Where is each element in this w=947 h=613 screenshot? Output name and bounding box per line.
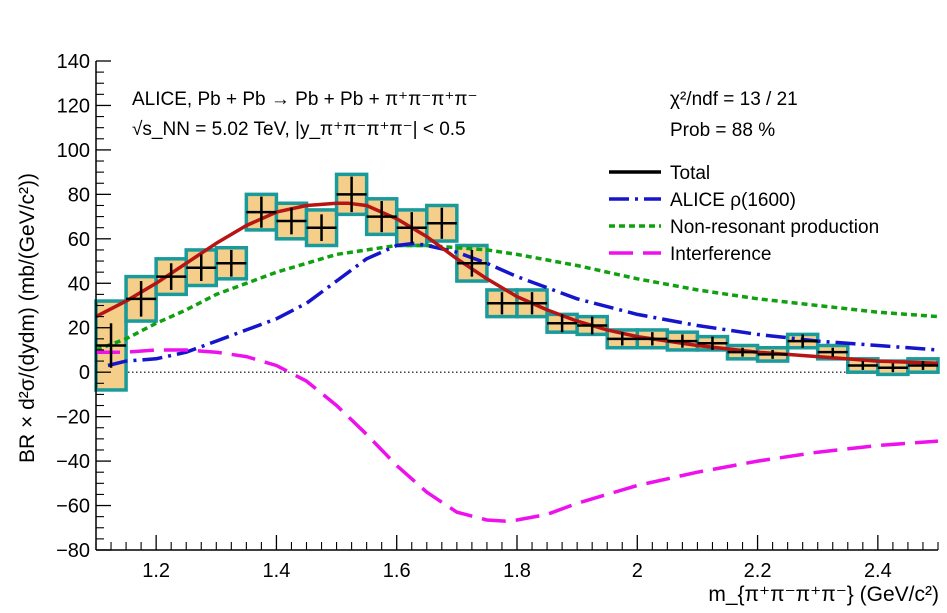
y-tick-label: 0 [79,362,90,384]
y-tick-label: 100 [57,140,90,162]
data-points [96,176,938,373]
x-tick-label: 1.2 [142,560,170,582]
prob-label: Prob = 88 % [670,120,775,141]
axes: −80 −60 −40 −20 0 20 40 60 80 100 120 140 1.2 1.4 1.6 1… [56,51,939,582]
legend-label-nonresonant: Non-resonant production [670,217,879,238]
y-tick-label: 140 [57,51,90,73]
x-axis-label: m_{π⁺π⁻π⁺π⁻} (GeV/c²) [708,583,939,606]
model-curves [95,201,939,523]
energy-rapidity-label: √s_NN = 5.02 TeV, |y_π⁺π⁻π⁺π⁻| < 0.5 [132,119,466,140]
interference-curve [96,348,939,523]
x-tick-label: 1.4 [263,560,291,582]
y-tick-label: −40 [56,451,90,473]
y-tick-label: −80 [56,540,90,562]
y-tick-label: −20 [56,407,90,429]
x-tick-label: 1.8 [503,560,531,582]
y-tick-label: 60 [68,229,90,251]
x-tick-label: 2 [632,560,643,582]
experiment-label: ALICE, Pb + Pb → Pb + Pb + π⁺π⁻π⁺π⁻ [132,89,478,110]
legend-label-rho1600: ALICE ρ(1600) [670,190,796,211]
x-tick-label: 1.6 [383,560,411,582]
legend: Total ALICE ρ(1600) Non-resonant product… [609,163,879,265]
total-curve [95,201,939,366]
legend-label-total: Total [670,163,710,184]
chi2-label: χ²/ndf = 13 / 21 [670,89,798,110]
y-tick-label: 80 [68,184,90,206]
y-tick-label: 120 [57,95,90,117]
y-axis-label: BR × d²σ/(dydm) (mb/(GeV/c²)) [16,173,39,463]
y-tick-label: −60 [56,496,90,518]
y-tick-label: 40 [68,273,90,295]
legend-label-interference: Interference [670,244,771,265]
nonresonant-curve [95,243,939,352]
x-tick-label: 2.4 [864,560,892,582]
y-tick-label: 20 [68,318,90,340]
x-tick-label: 2.2 [744,560,772,582]
